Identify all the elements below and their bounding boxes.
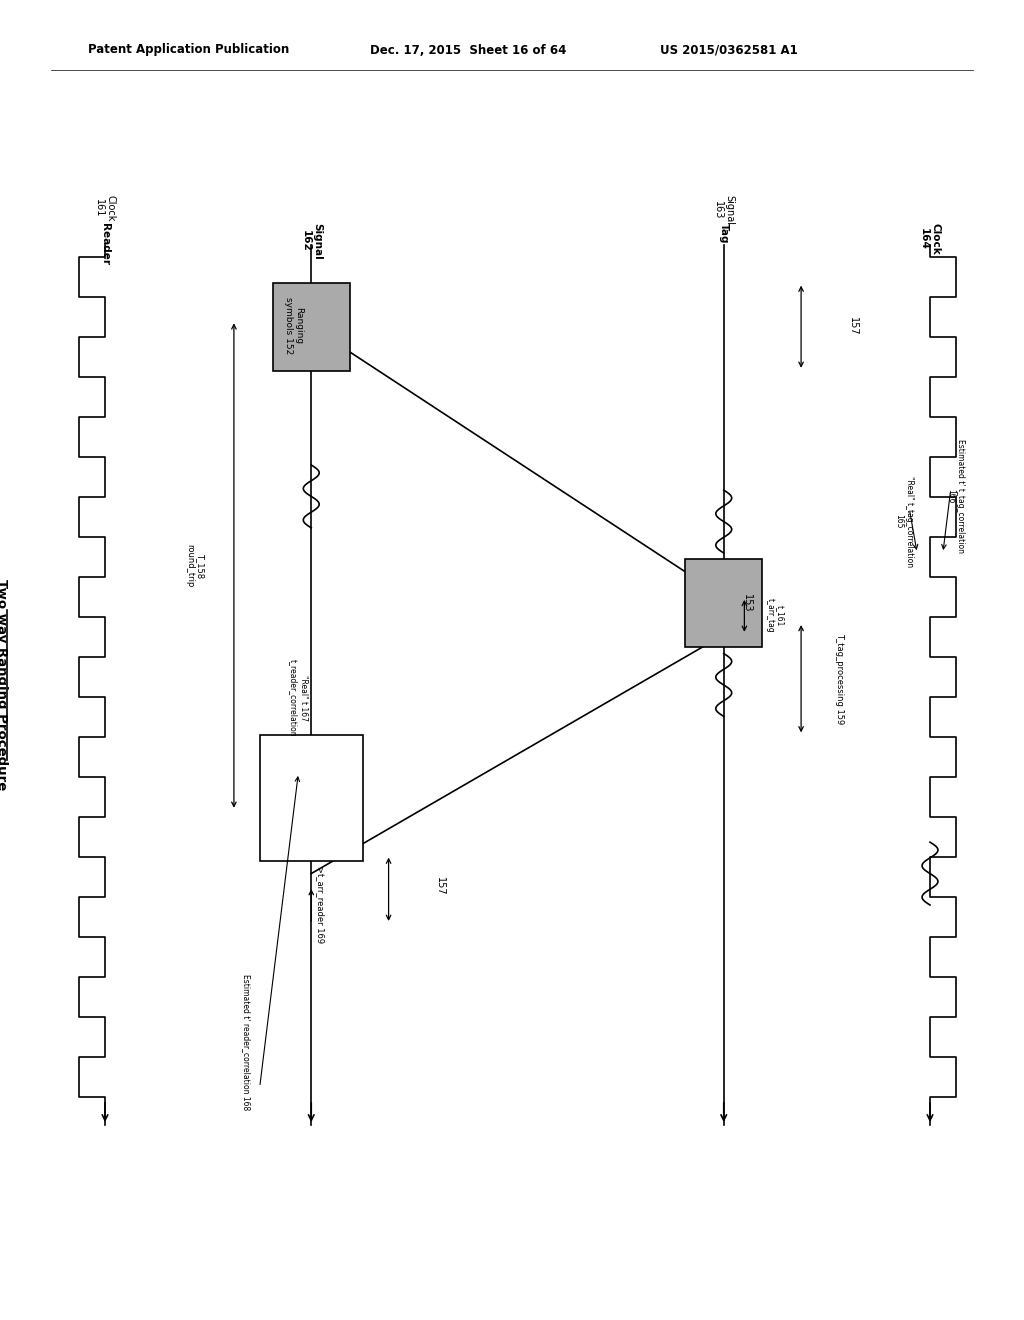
Text: Dec. 17, 2015  Sheet 16 of 64: Dec. 17, 2015 Sheet 16 of 64 [370, 44, 566, 57]
Text: 157: 157 [435, 876, 445, 895]
Text: Patent Application Publication: Patent Application Publication [88, 44, 289, 57]
Text: 153: 153 [741, 594, 752, 612]
Text: t_161
t_arr_tag: t_161 t_arr_tag [766, 598, 785, 634]
Bar [685, 560, 763, 647]
Text: "Real" t_tag_correlation
165: "Real" t_tag_correlation 165 [895, 477, 913, 568]
Text: Signal
162: Signal 162 [300, 223, 323, 260]
Text: Two way Ranging Procedure: Two way Ranging Procedure [0, 579, 8, 791]
Text: T_tag_processing 159: T_tag_processing 159 [836, 634, 844, 725]
Text: Tag: Tag [719, 223, 729, 243]
Text: Clock
164: Clock 164 [920, 223, 941, 255]
Text: Estimated t' reader_correlation 168: Estimated t' reader_correlation 168 [243, 974, 251, 1110]
Text: >t_arr_reader 169: >t_arr_reader 169 [316, 866, 326, 944]
Text: T_158
round_trip: T_158 round_trip [185, 544, 205, 587]
Text: US 2015/0362581 A1: US 2015/0362581 A1 [660, 44, 798, 57]
Bar [272, 282, 350, 371]
Text: "Real" t 167
t_reader_correlation: "Real" t 167 t_reader_correlation [289, 659, 308, 737]
Text: Estimated t' t_tag_correlation
166: Estimated t' t_tag_correlation 166 [946, 440, 966, 553]
Text: 157: 157 [848, 317, 858, 337]
Bar [260, 735, 362, 861]
Text: Ranging
symbols 152: Ranging symbols 152 [284, 297, 303, 354]
Text: Signal
163: Signal 163 [713, 195, 734, 224]
Text: Reader: Reader [100, 223, 110, 265]
Text: Clock
161: Clock 161 [94, 195, 116, 222]
